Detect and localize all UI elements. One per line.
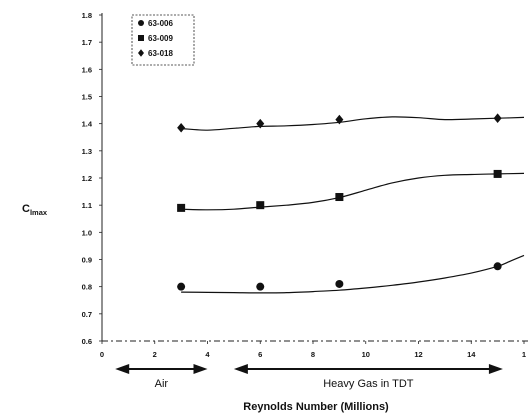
curves xyxy=(181,116,525,294)
annotation-label: Air xyxy=(155,378,169,390)
legend-entry: 63-006 xyxy=(148,19,173,28)
series-curve-63-009 xyxy=(181,172,525,211)
y-tick-label: 1.1 xyxy=(82,201,92,210)
x-tick-label: 12 xyxy=(414,350,422,359)
y-tick-label: 1.3 xyxy=(82,147,92,156)
x-tick-label: 1 xyxy=(522,350,526,359)
legend-marker-63-018 xyxy=(138,49,144,57)
y-axis-label: Clmax xyxy=(22,203,48,217)
markers xyxy=(177,113,502,291)
data-point-63-009 xyxy=(493,169,502,178)
legend-entry: 63-018 xyxy=(148,49,173,58)
y-tick-label: 1.8 xyxy=(82,11,92,20)
y-tick-label: 1.4 xyxy=(82,120,93,129)
legend-entry: 63-009 xyxy=(148,34,173,43)
data-point-63-006 xyxy=(256,282,265,291)
y-axis-label-main: C xyxy=(22,203,30,215)
x-tick-label: 2 xyxy=(153,350,157,359)
series-curve-63-006 xyxy=(181,254,525,294)
data-point-63-018 xyxy=(256,118,265,129)
data-point-63-006 xyxy=(335,279,344,288)
legend: 63-006 63-009 63-018 xyxy=(131,14,195,66)
annotation-arrowhead-left xyxy=(233,364,248,374)
y-tick-label: 1.0 xyxy=(82,228,92,237)
x-tick-label: 4 xyxy=(205,350,210,359)
y-tick-label: 0.9 xyxy=(82,256,92,265)
x-axis-label: Reynolds Number (Millions) xyxy=(243,401,389,413)
series-curve-63-018 xyxy=(181,116,525,131)
y-tick-label: 1.7 xyxy=(82,38,92,47)
regime-annotations: Air Heavy Gas in TDT xyxy=(115,364,503,390)
data-point-63-006 xyxy=(493,262,502,271)
annotation-arrowhead-right xyxy=(193,364,208,374)
data-point-63-009 xyxy=(177,203,186,212)
annotation-arrowhead-right xyxy=(488,364,503,374)
x-tick-label: 6 xyxy=(258,350,262,359)
x-tick-label: 0 xyxy=(100,350,104,359)
data-point-63-009 xyxy=(256,201,265,210)
data-point-63-018 xyxy=(493,113,502,124)
data-point-63-018 xyxy=(177,122,186,133)
y-axis-label-subscript: lmax xyxy=(30,208,48,217)
y-tick-label: 0.7 xyxy=(82,310,92,319)
data-point-63-006 xyxy=(177,282,186,291)
x-tick-label: 8 xyxy=(311,350,315,359)
annotation-label: Heavy Gas in TDT xyxy=(323,378,414,390)
data-point-63-018 xyxy=(335,114,344,125)
ticks: 0.6 0.7 0.8 0.9 1.0 1.1 1.2 1.3 1.4 1.5 1.6 1.7 1.8 0… xyxy=(82,11,527,359)
x-tick-label: 14 xyxy=(467,350,476,359)
x-tick-label: 10 xyxy=(362,350,370,359)
legend-marker-63-009 xyxy=(138,35,144,41)
y-tick-label: 0.6 xyxy=(82,337,92,346)
y-tick-label: 1.2 xyxy=(82,174,92,183)
legend-marker-63-006 xyxy=(138,20,144,26)
annotation-arrowhead-left xyxy=(115,364,130,374)
y-tick-label: 1.5 xyxy=(82,93,92,102)
y-tick-label: 0.8 xyxy=(82,283,92,292)
y-tick-label: 1.6 xyxy=(82,65,92,74)
data-point-63-009 xyxy=(335,193,344,202)
